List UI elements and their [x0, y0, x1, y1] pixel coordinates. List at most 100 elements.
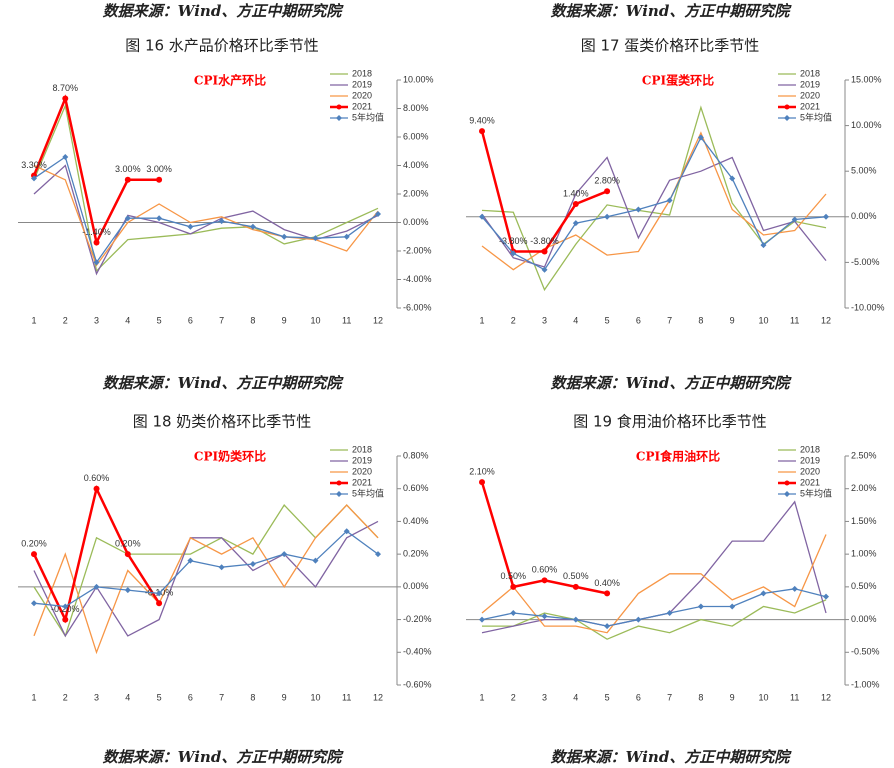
point — [572, 201, 579, 208]
caption: 图 18 奶类价格环比季节性 — [133, 413, 312, 431]
y-tick-label: 2.00% — [851, 483, 877, 493]
legend-marker — [336, 115, 342, 121]
legend-label: 2019 — [800, 79, 820, 89]
point — [604, 590, 611, 597]
point — [343, 233, 350, 240]
point — [312, 557, 319, 564]
y-tick-label: 0.50% — [851, 581, 877, 591]
x-tick-label: 4 — [125, 692, 130, 702]
data-label: 0.60% — [532, 565, 558, 575]
legend-marker — [336, 104, 342, 110]
point — [541, 613, 548, 620]
x-tick-label: 5 — [157, 692, 162, 702]
point — [124, 587, 131, 594]
x-tick-label: 9 — [730, 315, 735, 325]
point — [635, 616, 642, 623]
x-tick-label: 3 — [542, 692, 547, 702]
point — [479, 128, 485, 135]
series-line — [33, 164, 379, 267]
x-tick-label: 4 — [573, 692, 578, 702]
y-tick-label: -6.00% — [403, 302, 432, 312]
x-tick-label: 1 — [31, 692, 36, 702]
legend-label: 2019 — [352, 79, 372, 89]
legend-marker — [784, 480, 790, 486]
legend-label: 2018 — [800, 68, 820, 78]
x-tick-label: 6 — [636, 692, 641, 702]
chart-title: CPI水产环比 — [194, 73, 266, 88]
point — [156, 215, 163, 222]
legend-label: 2021 — [352, 101, 372, 111]
legend-label: 2020 — [800, 466, 820, 476]
legend-marker — [336, 480, 342, 486]
source: 数据来源：Wind、方正中期研究院 — [103, 374, 345, 392]
point — [760, 590, 767, 597]
point — [729, 603, 736, 610]
point — [218, 564, 225, 571]
point — [249, 560, 256, 567]
point — [635, 206, 642, 213]
point — [62, 95, 69, 102]
series-line — [481, 131, 827, 271]
x-tick-label: 5 — [605, 315, 610, 325]
y-tick-label: 1.00% — [851, 549, 877, 559]
data-label: 8.70% — [53, 83, 79, 93]
x-tick-label: 11 — [790, 315, 799, 325]
x-tick-label: 11 — [790, 692, 799, 702]
data-label: 3.00% — [115, 164, 141, 174]
point — [791, 216, 798, 223]
point — [93, 485, 100, 492]
y-tick-label: -1.00% — [851, 679, 880, 689]
y-tick-label: 4.00% — [403, 160, 429, 170]
x-tick-label: 8 — [250, 692, 255, 702]
x-tick-label: 4 — [125, 315, 130, 325]
point — [281, 233, 288, 240]
x-tick-label: 1 — [479, 315, 484, 325]
series-line — [481, 136, 827, 271]
y-tick-label: 0.00% — [851, 211, 877, 221]
legend-label: 5年均值 — [352, 487, 384, 498]
point — [218, 218, 225, 225]
legend-label: 2019 — [352, 455, 372, 465]
point — [187, 557, 194, 564]
x-tick-label: 9 — [282, 315, 287, 325]
caption: 图 16 水产品价格环比季节性 — [125, 37, 319, 55]
y-tick-label: 10.00% — [851, 120, 882, 130]
data-label: 0.50% — [501, 571, 527, 581]
legend-label: 2020 — [800, 90, 820, 100]
point — [604, 623, 611, 630]
point — [510, 250, 517, 257]
y-tick-label: 2.50% — [851, 450, 877, 460]
point — [604, 188, 611, 195]
x-tick-label: 3 — [542, 315, 547, 325]
point — [31, 551, 37, 558]
data-label: 0.60% — [84, 473, 110, 483]
point — [375, 551, 381, 558]
y-tick-label: 0.00% — [403, 217, 429, 227]
y-tick-label: 0.60% — [403, 483, 429, 493]
y-tick-label: -2.00% — [403, 245, 432, 255]
x-tick-label: 5 — [157, 315, 162, 325]
point — [62, 616, 69, 623]
source: 数据来源：Wind、方正中期研究院 — [551, 374, 793, 392]
y-tick-label: 5.00% — [851, 166, 877, 176]
point — [760, 242, 767, 249]
x-tick-label: 11 — [342, 692, 351, 702]
x-tick-label: 10 — [310, 315, 320, 325]
source: 数据来源：Wind、方正中期研究院 — [551, 748, 793, 766]
x-tick-label: 7 — [219, 692, 224, 702]
series-line — [481, 156, 827, 268]
series-line — [481, 534, 827, 634]
y-tick-label: 1.50% — [851, 516, 877, 526]
x-tick-label: 9 — [282, 692, 287, 702]
data-label: 9.40% — [469, 115, 495, 125]
point — [156, 600, 163, 607]
data-label: 0.20% — [21, 539, 47, 549]
point — [156, 590, 163, 597]
legend-label: 5年均值 — [800, 487, 832, 498]
point — [479, 213, 485, 220]
series-line — [481, 105, 827, 292]
data-label: -3.80% — [499, 236, 528, 246]
point — [124, 551, 131, 558]
series-line — [33, 155, 379, 264]
